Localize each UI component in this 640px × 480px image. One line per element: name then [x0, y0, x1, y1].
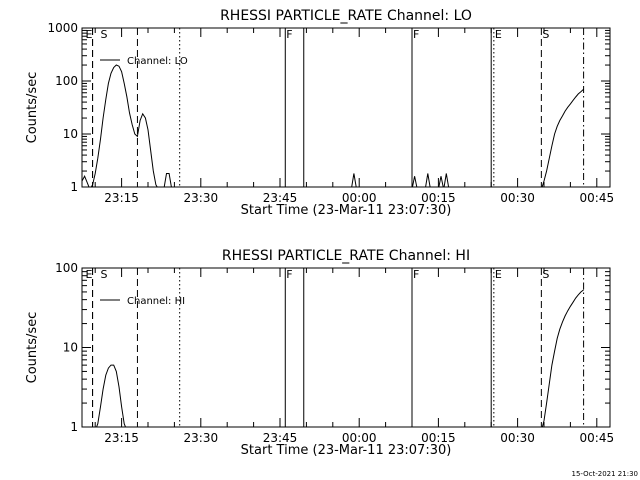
axes-frame: [81, 267, 611, 428]
x-tick-label: 00:15: [421, 191, 456, 205]
marker-label: S: [542, 268, 549, 281]
x-tick-label: 00:45: [580, 191, 615, 205]
x-tick-label: 00:15: [421, 431, 456, 445]
series-line: [82, 64, 584, 187]
x-tick-label: 00:30: [500, 431, 535, 445]
x-tick-label: 23:45: [263, 191, 298, 205]
x-tick-label: 00:30: [500, 191, 535, 205]
x-tick-label: 00:00: [342, 431, 377, 445]
chart-title: RHESSI PARTICLE_RATE Channel: LO: [220, 8, 472, 24]
plot-area: [82, 28, 585, 187]
x-axis-label: Start Time (23-Mar-11 23:07:30): [241, 203, 452, 218]
chart-panel-lo: RHESSI PARTICLE_RATE Channel: LOE S F F E S23…: [25, 8, 614, 218]
marker-label: E: [86, 28, 93, 41]
x-tick-label: 23:45: [263, 431, 298, 445]
marker-label: F: [413, 268, 419, 281]
x-tick-label: 23:15: [104, 191, 139, 205]
x-tick-label: 00:45: [580, 431, 615, 445]
legend-label: Channel: LO: [127, 56, 188, 67]
marker-label: F: [413, 28, 419, 41]
y-axis-label: Counts/sec: [25, 72, 40, 144]
chart-panel-hi: RHESSI PARTICLE_RATE Channel: HIE S F F E S23…: [25, 248, 614, 458]
legend-label: Channel: HI: [127, 296, 185, 307]
marker-label: S: [101, 268, 108, 281]
y-tick-label: 10: [63, 341, 78, 355]
x-tick-label: 23:30: [184, 191, 219, 205]
plot-area: [92, 268, 585, 427]
marker-label: E: [86, 268, 93, 281]
marker-label: F: [286, 268, 292, 281]
y-tick-label: 100: [55, 74, 78, 88]
marker-label: S: [101, 28, 108, 41]
y-tick-label: 1: [70, 180, 78, 194]
x-tick-label: 23:30: [184, 431, 219, 445]
x-axis-label: Start Time (23-Mar-11 23:07:30): [241, 443, 452, 458]
y-axis-label: Counts/sec: [25, 312, 40, 384]
timestamp-stamp: 15-Oct-2021 21:30: [572, 470, 638, 478]
marker-label: S: [542, 28, 549, 41]
y-tick-label: 1000: [47, 21, 78, 35]
y-tick-label: 10: [63, 127, 78, 141]
axes-frame: [81, 27, 611, 188]
series-line: [96, 289, 584, 427]
chart-title: RHESSI PARTICLE_RATE Channel: HI: [222, 248, 470, 264]
x-tick-label: 23:15: [104, 431, 139, 445]
y-tick-label: 1: [70, 420, 78, 434]
marker-label: F: [286, 28, 292, 41]
marker-label: E: [495, 268, 502, 281]
marker-label: E: [495, 28, 502, 41]
y-tick-label: 100: [55, 261, 78, 275]
x-tick-label: 00:00: [342, 191, 377, 205]
